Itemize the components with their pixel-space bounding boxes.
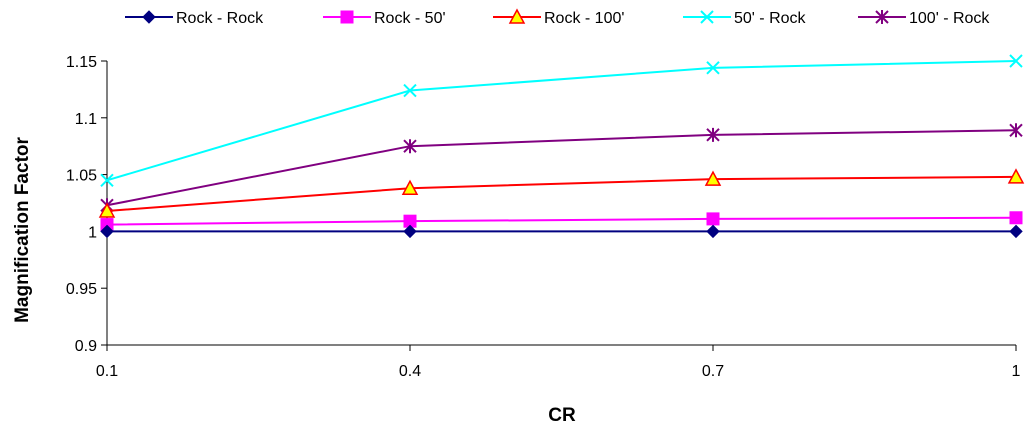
data-point-marker (100, 173, 114, 187)
legend-label: Rock - 100' (544, 10, 624, 27)
legend-marker (508, 8, 526, 24)
data-point-marker (1007, 168, 1025, 184)
series-4 (100, 123, 1023, 213)
x-tick-label: 0.4 (399, 363, 421, 380)
series-line (106, 129, 1017, 207)
data-point-marker (706, 127, 720, 142)
legend-item: 100' - Rock (858, 10, 990, 27)
legend-label: Rock - 50' (374, 10, 446, 27)
y-tick-label: 0.9 (75, 338, 97, 355)
series-line (106, 60, 1017, 182)
data-point-marker (1009, 224, 1023, 239)
data-point-marker (403, 83, 417, 98)
legend-label: 50' - Rock (734, 10, 807, 27)
legend-label: Rock - Rock (176, 10, 264, 27)
legend-marker (142, 10, 156, 24)
series-layer (98, 54, 1025, 239)
legend: Rock - Rock Rock - 50' Rock - 100' 50' - Ro… (125, 8, 990, 27)
data-point-marker (706, 212, 720, 226)
data-point-marker (401, 179, 419, 195)
series-0 (100, 224, 1023, 239)
axes: 0.9 0.95 1 1.05 1.1 1.15 0.1 0.4 0.7 1 (66, 54, 1021, 380)
data-point-marker (704, 170, 722, 186)
series-line (106, 216, 1017, 226)
series-3 (100, 54, 1023, 187)
y-axis-title: Magnification Factor (12, 137, 33, 323)
data-point-marker (1009, 54, 1023, 68)
x-tick-label: 1 (1012, 363, 1021, 380)
series-line (106, 175, 1017, 212)
data-point-marker (403, 139, 417, 154)
legend-marker (700, 10, 714, 24)
legend-item: 50' - Rock (683, 10, 807, 27)
y-tick-label: 1.05 (66, 168, 97, 185)
legend-item: Rock - Rock (125, 10, 264, 27)
legend-marker (875, 10, 889, 24)
legend-item: Rock - 50' (323, 10, 446, 27)
series-2 (98, 168, 1025, 218)
legend-item: Rock - 100' (493, 8, 624, 27)
y-tick-label: 1 (88, 224, 97, 241)
legend-label: 100' - Rock (909, 10, 990, 27)
data-point-marker (100, 224, 114, 239)
data-point-marker (1009, 211, 1023, 225)
y-tick-label: 1.1 (75, 111, 97, 128)
x-tick-label: 0.1 (96, 363, 118, 380)
data-point-marker (1009, 123, 1023, 138)
y-tick-label: 0.95 (66, 281, 97, 298)
data-point-marker (706, 224, 720, 239)
legend-marker (340, 10, 354, 24)
data-point-marker (98, 202, 116, 218)
data-point-marker (403, 224, 417, 239)
x-axis-title: CR (548, 405, 576, 426)
x-tick-label: 0.7 (702, 363, 724, 380)
data-point-marker (706, 61, 720, 75)
y-tick-label: 1.15 (66, 54, 97, 71)
series-1 (100, 211, 1023, 232)
